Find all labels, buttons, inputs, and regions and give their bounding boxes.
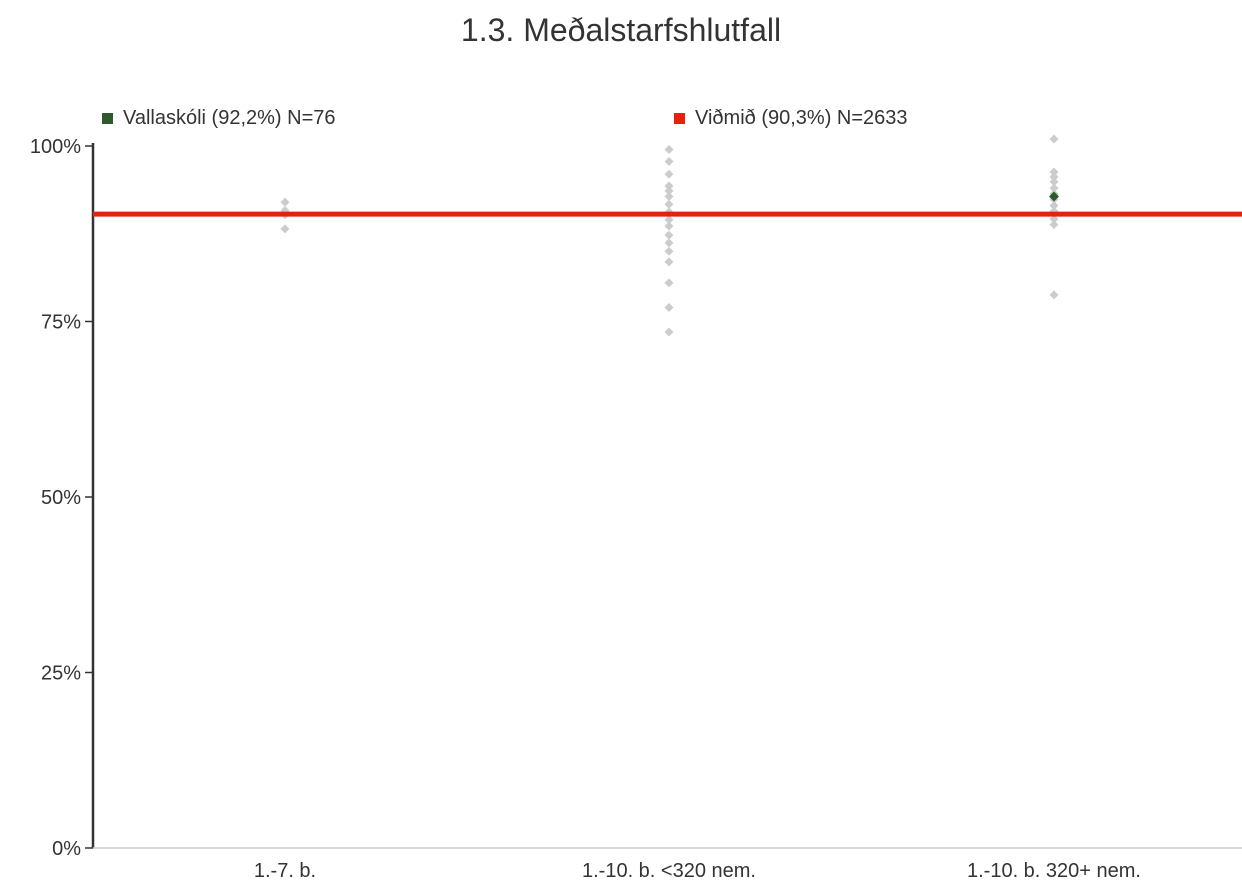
x-tick-label: 1.-10. b. 320+ nem. bbox=[967, 860, 1141, 882]
data-point bbox=[1049, 214, 1059, 224]
data-point bbox=[664, 327, 674, 337]
data-point bbox=[664, 186, 674, 196]
data-point bbox=[664, 215, 674, 225]
data-point bbox=[1049, 167, 1059, 177]
data-point bbox=[664, 192, 674, 202]
data-point bbox=[664, 221, 674, 231]
y-tick-label: 0% bbox=[52, 838, 81, 860]
data-point bbox=[1049, 220, 1059, 230]
data-point bbox=[1049, 290, 1059, 300]
y-tick-label: 25% bbox=[41, 663, 81, 685]
data-point bbox=[664, 238, 674, 248]
highlight-layer bbox=[1049, 191, 1059, 202]
chart-title: 1.3. Meðalstarfshlutfall bbox=[460, 12, 782, 48]
data-point bbox=[664, 257, 674, 267]
data-point bbox=[664, 246, 674, 256]
legend-swatch-vidmid bbox=[674, 113, 685, 124]
legend-label-vallaskoli: Vallaskóli (92,2%) N=76 bbox=[123, 107, 336, 129]
axes: 0% 25% 50% 75% 100% 1.-7. b. 1.-10. b. <320 ne… bbox=[30, 136, 1242, 882]
data-point bbox=[1049, 201, 1059, 211]
data-points bbox=[280, 134, 1059, 337]
x-tick-label: 1.-7. b. bbox=[254, 860, 316, 882]
data-point bbox=[280, 197, 290, 207]
data-point bbox=[664, 199, 674, 209]
legend-swatch-vallaskoli bbox=[102, 113, 113, 124]
data-point bbox=[664, 169, 674, 179]
data-point bbox=[664, 302, 674, 312]
data-point bbox=[664, 181, 674, 191]
data-point bbox=[280, 224, 290, 234]
legend-label-vidmid: Viðmið (90,3%) N=2633 bbox=[695, 107, 908, 129]
data-point bbox=[664, 156, 674, 166]
legend-item-vallaskoli: Vallaskóli (92,2%) N=76 bbox=[102, 107, 336, 130]
y-tick-label: 50% bbox=[41, 487, 81, 509]
highlight-point bbox=[1049, 191, 1059, 202]
y-tick-label: 100% bbox=[30, 136, 81, 158]
data-point bbox=[1049, 172, 1059, 182]
data-point bbox=[1049, 183, 1059, 193]
x-tick-label: 1.-10. b. <320 nem. bbox=[582, 860, 756, 882]
data-point bbox=[664, 145, 674, 155]
data-point bbox=[664, 278, 674, 288]
y-tick-label: 75% bbox=[41, 312, 81, 334]
data-point bbox=[1049, 177, 1059, 187]
data-point bbox=[664, 230, 674, 240]
legend-item-vidmid: Viðmið (90,3%) N=2633 bbox=[674, 107, 908, 130]
data-point bbox=[1049, 134, 1059, 144]
